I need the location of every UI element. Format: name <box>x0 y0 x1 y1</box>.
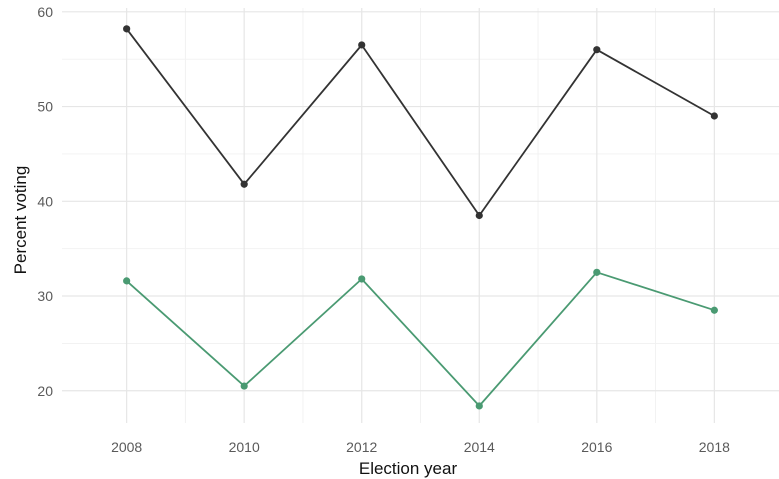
x-tick-label: 2014 <box>464 439 495 455</box>
y-tick-label: 30 <box>37 288 53 304</box>
y-axis-title: Percent voting <box>11 166 30 275</box>
series-1-point <box>123 25 131 33</box>
y-tick-label: 20 <box>37 383 53 399</box>
y-axis-ticks: 20 30 40 50 60 <box>37 4 53 399</box>
series-line-2 <box>126 271 715 407</box>
y-tick-label: 50 <box>37 99 53 115</box>
series-2-point <box>593 268 601 276</box>
grid <box>62 8 779 423</box>
x-axis-title: Election year <box>359 459 458 478</box>
series-2-point <box>358 275 366 283</box>
series-2-point <box>475 402 483 410</box>
x-tick-label: 2018 <box>699 439 730 455</box>
x-tick-label: 2010 <box>229 439 260 455</box>
series-1-point <box>240 180 248 188</box>
series-group <box>123 25 718 410</box>
x-tick-label: 2016 <box>581 439 612 455</box>
series-1-point <box>358 41 366 49</box>
series-2-point <box>123 277 131 285</box>
y-tick-label: 60 <box>37 4 53 20</box>
series-1-point <box>593 46 601 54</box>
series-2-point <box>240 382 248 390</box>
series-2-point <box>710 306 718 314</box>
y-tick-label: 40 <box>37 193 53 209</box>
series-1-point <box>710 112 718 120</box>
x-tick-label: 2008 <box>111 439 142 455</box>
series-line-1 <box>125 28 715 217</box>
x-tick-label: 2012 <box>346 439 377 455</box>
x-axis-ticks: 2008 2010 2012 2014 2016 2018 <box>111 439 730 455</box>
series-1-point <box>475 211 483 220</box>
